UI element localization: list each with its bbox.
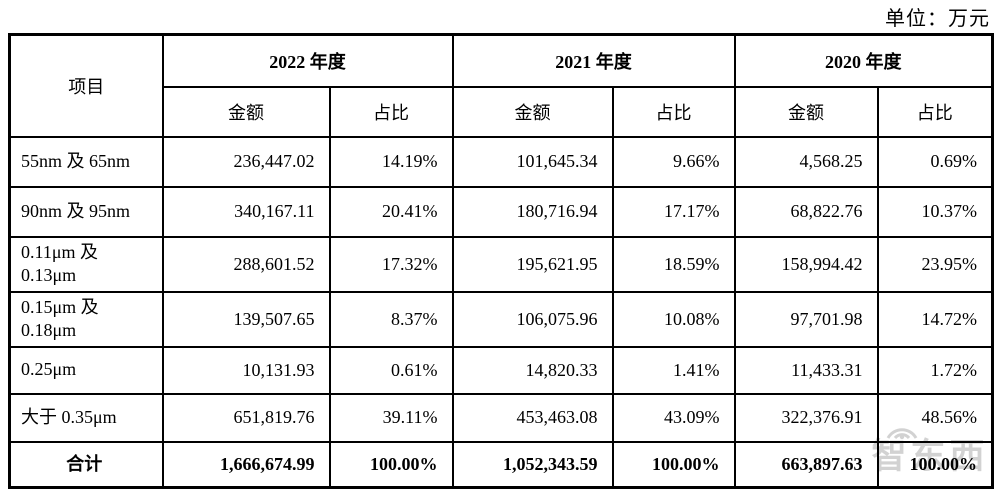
- table-row: 0.11μm 及 0.13μm 288,601.52 17.32% 195,62…: [8, 235, 994, 293]
- value-cell: 1,052,343.59: [451, 440, 614, 489]
- value-cell: 340,167.11: [161, 185, 331, 238]
- value-cell: 288,601.52: [161, 235, 331, 293]
- column-header-ratio-2022: 占比: [328, 85, 454, 138]
- column-header-ratio-2021: 占比: [611, 85, 736, 138]
- value-cell: 20.41%: [328, 185, 454, 238]
- column-header-year-2020: 2020 年度: [733, 33, 994, 88]
- value-cell: 97,701.98: [733, 290, 879, 348]
- value-cell: 158,994.42: [733, 235, 879, 293]
- value-cell: 14.72%: [876, 290, 994, 348]
- value-cell: 17.32%: [328, 235, 454, 293]
- value-cell: 195,621.95: [451, 235, 614, 293]
- value-cell: 139,507.65: [161, 290, 331, 348]
- value-cell: 10,131.93: [161, 345, 331, 395]
- data-table: 项目 2022 年度 2021 年度 2020 年度 金额 占比 金额 占比 金…: [8, 33, 994, 489]
- value-cell: 17.17%: [611, 185, 736, 238]
- value-cell: 9.66%: [611, 135, 736, 188]
- value-cell: 0.69%: [876, 135, 994, 188]
- value-cell: 322,376.91: [733, 392, 879, 443]
- value-cell: 48.56%: [876, 392, 994, 443]
- item-cell: 0.11μm 及 0.13μm: [8, 235, 164, 293]
- table-row: 90nm 及 95nm 340,167.11 20.41% 180,716.94…: [8, 185, 994, 238]
- item-cell: 大于 0.35μm: [8, 392, 164, 443]
- table-total-row: 合计 1,666,674.99 100.00% 1,052,343.59 100…: [8, 440, 994, 489]
- value-cell: 453,463.08: [451, 392, 614, 443]
- value-cell: 14.19%: [328, 135, 454, 188]
- table-header-row-years: 项目 2022 年度 2021 年度 2020 年度: [8, 33, 994, 138]
- column-header-amount-2021: 金额: [451, 85, 614, 138]
- table-header-row-sub: 金额 占比 金额 占比 金额 占比: [10, 85, 994, 138]
- item-cell: 0.15μm 及 0.18μm: [8, 290, 164, 348]
- value-cell: 18.59%: [611, 235, 736, 293]
- value-cell: 8.37%: [328, 290, 454, 348]
- unit-label: 单位：万元: [885, 8, 990, 30]
- item-cell: 90nm 及 95nm: [8, 185, 164, 238]
- column-header-item: 项目: [8, 33, 164, 138]
- value-cell: 180,716.94: [451, 185, 614, 238]
- table-row: 55nm 及 65nm 236,447.02 14.19% 101,645.34…: [8, 135, 994, 188]
- value-cell: 39.11%: [328, 392, 454, 443]
- table-row: 0.25μm 10,131.93 0.61% 14,820.33 1.41% 1…: [8, 345, 994, 395]
- total-label-cell: 合计: [8, 440, 164, 489]
- value-cell: 100.00%: [611, 440, 736, 489]
- value-cell: 651,819.76: [161, 392, 331, 443]
- value-cell: 106,075.96: [451, 290, 614, 348]
- value-cell: 0.61%: [328, 345, 454, 395]
- column-header-amount-2020: 金额: [733, 85, 879, 138]
- value-cell: 101,645.34: [451, 135, 614, 188]
- item-cell: 55nm 及 65nm: [8, 135, 164, 188]
- value-cell: 4,568.25: [733, 135, 879, 188]
- value-cell: 1.72%: [876, 345, 994, 395]
- value-cell: 663,897.63: [733, 440, 879, 489]
- value-cell: 100.00%: [328, 440, 454, 489]
- value-cell: 11,433.31: [733, 345, 879, 395]
- value-cell: 1.41%: [611, 345, 736, 395]
- column-header-amount-2022: 金额: [161, 85, 331, 138]
- value-cell: 100.00%: [876, 440, 994, 489]
- value-cell: 68,822.76: [733, 185, 879, 238]
- column-header-ratio-2020: 占比: [876, 85, 994, 138]
- value-cell: 236,447.02: [161, 135, 331, 188]
- value-cell: 23.95%: [876, 235, 994, 293]
- value-cell: 14,820.33: [451, 345, 614, 395]
- value-cell: 1,666,674.99: [161, 440, 331, 489]
- value-cell: 43.09%: [611, 392, 736, 443]
- column-header-year-2021: 2021 年度: [451, 33, 736, 88]
- value-cell: 10.08%: [611, 290, 736, 348]
- column-header-year-2022: 2022 年度: [161, 33, 454, 88]
- item-cell: 0.25μm: [8, 345, 164, 395]
- table-row: 0.15μm 及 0.18μm 139,507.65 8.37% 106,075…: [8, 290, 994, 348]
- table-row: 大于 0.35μm 651,819.76 39.11% 453,463.08 4…: [8, 392, 994, 443]
- value-cell: 10.37%: [876, 185, 994, 238]
